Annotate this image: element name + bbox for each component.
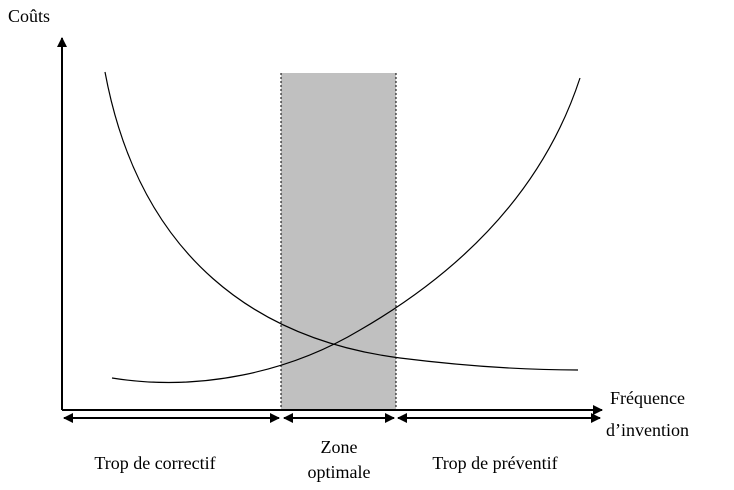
zone-label: optimale [308, 462, 371, 482]
zone-label: Zone [321, 437, 358, 457]
x-axis-label: d’invention [606, 420, 689, 440]
zone-label: Trop de correctif [94, 453, 215, 473]
x-axis-label: Fréquence [610, 388, 685, 408]
preventive-cost-curve [111, 77, 581, 383]
corrective-cost-curve [104, 71, 579, 371]
zone-label: Trop de préventif [432, 453, 557, 473]
y-axis-label: Coûts [8, 6, 50, 26]
